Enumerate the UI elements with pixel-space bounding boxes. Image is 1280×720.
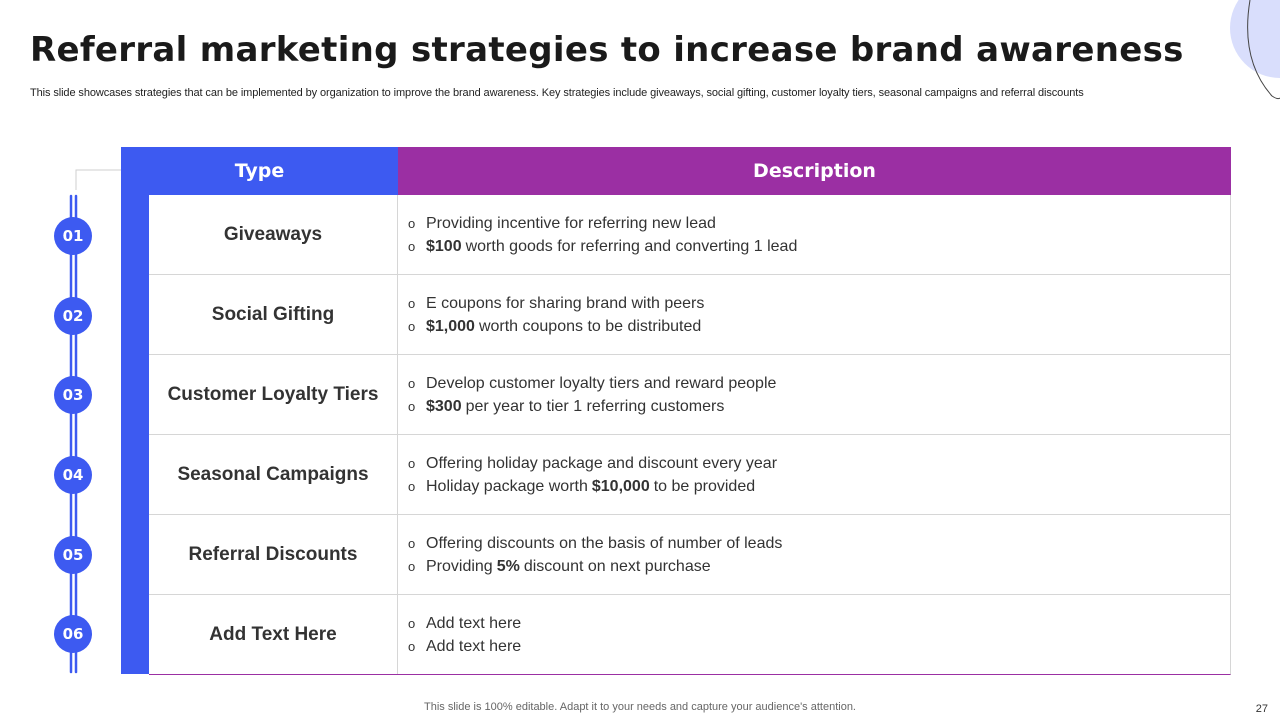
type-cell: Seasonal Campaigns [149,435,398,514]
table-row: Add Text Here o Add text here o Add text h… [149,595,1231,675]
bullet-item: o Offering discounts on the basis of numb… [408,532,1230,555]
bullet-icon: o [408,558,416,574]
bullet-icon: o [408,535,416,551]
type-cell: Referral Discounts [149,515,398,594]
footer-note: This slide is 100% editable. Adapt it to… [424,701,856,713]
bullet-item: o Add text here [408,635,1230,658]
table-row: Referral Discounts o Offering discounts o… [149,515,1231,595]
type-cell: Giveaways [149,195,398,274]
bullet-item: o Providing incentive for referring new l… [408,212,1230,235]
step-badge-02: 02 [54,297,92,335]
bullet-item: o Offering holiday package and discount e… [408,452,1230,475]
corner-decoration [1230,0,1280,100]
table-row: Giveaways o Providing incentive for refer… [149,195,1231,275]
bullet-item: o $1,000 worth coupons to be distributed [408,315,1230,338]
table-side-bar [121,147,149,674]
step-badge-05: 05 [54,536,92,574]
bullet-icon: o [408,455,416,471]
bullet-item: o $100 worth goods for referring and conve… [408,235,1230,258]
description-cell: o Offering discounts on the basis of numb… [398,515,1230,594]
timeline-connector [69,169,121,674]
description-cell: o Add text here o Add text here [398,595,1230,674]
column-header-description: Description [398,147,1231,195]
bullet-icon: o [408,615,416,631]
table-row: Customer Loyalty Tiers o Develop customer… [149,355,1231,435]
type-cell: Social Gifting [149,275,398,354]
slide-title: Referral marketing strategies to increas… [30,30,1184,70]
bullet-icon: o [408,215,416,231]
bullet-icon: o [408,638,416,654]
step-badge-04: 04 [54,456,92,494]
step-badge-03: 03 [54,376,92,414]
bullet-icon: o [408,318,416,334]
bullet-item: o $300 per year to tier 1 referring custom… [408,395,1230,418]
step-badge-01: 01 [54,217,92,255]
bullet-item: o Develop customer loyalty tiers and rewa… [408,372,1230,395]
bullet-item: o Add text here [408,612,1230,635]
description-cell: o Providing incentive for referring new l… [398,195,1230,274]
description-cell: o Offering holiday package and discount e… [398,435,1230,514]
bullet-icon: o [408,478,416,494]
bullet-icon: o [408,295,416,311]
page-number: 27 [1255,703,1268,715]
bullet-icon: o [408,398,416,414]
bullet-item: o Holiday package worth $10,000 to be provi… [408,475,1230,498]
step-badge-06: 06 [54,615,92,653]
column-header-type: Type [121,147,398,195]
bullet-icon: o [408,238,416,254]
bullet-item: o Providing 5% discount on next purchase [408,555,1230,578]
type-cell: Customer Loyalty Tiers [149,355,398,434]
table-row: Seasonal Campaigns o Offering holiday pac… [149,435,1231,515]
bullet-icon: o [408,375,416,391]
description-cell: o Develop customer loyalty tiers and rewa… [398,355,1230,434]
type-cell: Add Text Here [149,595,398,674]
slide-subtitle: This slide showcases strategies that can… [30,87,1084,99]
